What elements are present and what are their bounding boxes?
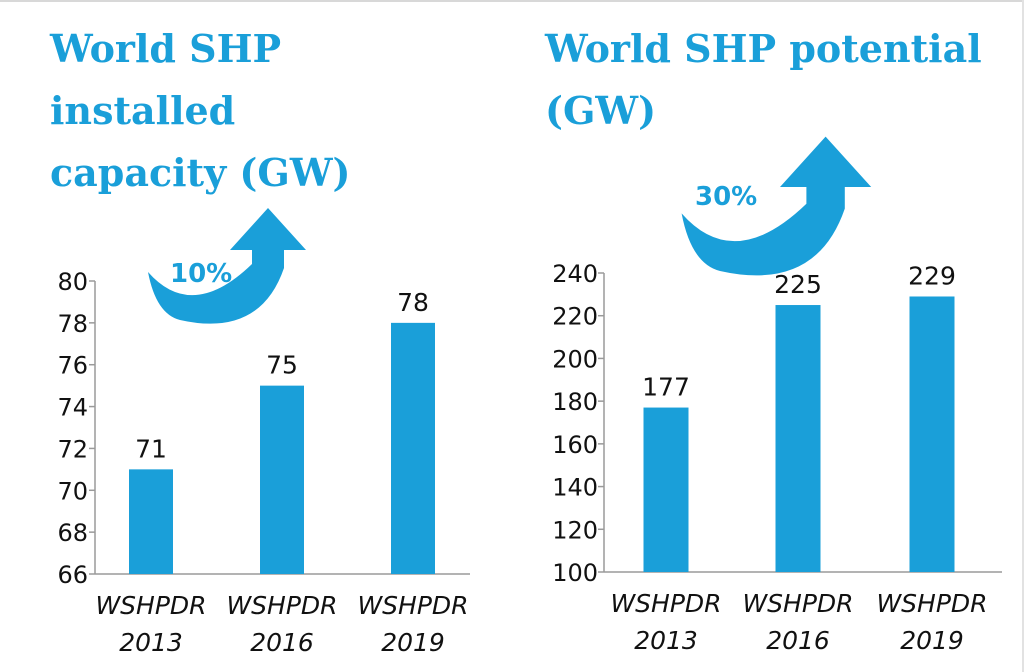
bar-data-label: 78	[397, 288, 429, 317]
x-category-label: 2019	[381, 628, 445, 657]
y-tick-label: 140	[552, 474, 598, 502]
y-tick-label: 120	[552, 516, 598, 544]
y-tick-label: 220	[552, 303, 598, 331]
x-category-label: WSHPDR	[742, 589, 853, 618]
x-category-label: 2013	[634, 626, 698, 655]
bar-data-label: 177	[642, 373, 690, 402]
arrow-shape	[681, 136, 872, 276]
bar-data-label: 71	[135, 434, 167, 463]
y-tick-label: 80	[57, 268, 88, 296]
bar	[643, 407, 689, 572]
bar	[909, 296, 955, 572]
y-tick-label: 68	[57, 519, 88, 547]
x-category-label: WSHPDR	[95, 591, 206, 620]
y-tick-label: 70	[57, 477, 88, 505]
x-category-label: 2019	[900, 626, 964, 655]
x-category-label: 2013	[119, 628, 183, 657]
growth-percentage-label: 10%	[170, 259, 232, 289]
bar	[775, 305, 821, 572]
chart-potential: 30% 100 120 140 160 180 200 220 240 177 WSHPDR 2013…	[552, 136, 1002, 655]
top-border	[0, 0, 1024, 2]
y-tick-label: 200	[552, 345, 598, 373]
arrow-shape	[148, 208, 306, 324]
y-tick-label: 240	[552, 260, 598, 288]
bar	[129, 469, 173, 574]
curved-up-arrow-icon	[148, 208, 306, 324]
y-tick-label: 72	[57, 435, 88, 463]
chart-title-installed-capacity: World SHP installed capacity (GW)	[50, 26, 351, 195]
x-category-label: WSHPDR	[226, 591, 337, 620]
chart-title-potential: World SHP potential (GW)	[545, 26, 982, 133]
curved-up-arrow-icon	[681, 136, 872, 276]
x-category-label: 2016	[766, 626, 830, 655]
y-tick-label: 180	[552, 388, 598, 416]
y-tick-label: 74	[57, 394, 88, 422]
x-category-label: WSHPDR	[876, 589, 987, 618]
right-border	[1022, 0, 1024, 672]
growth-percentage-label: 30%	[695, 182, 757, 212]
y-tick-label: 66	[57, 561, 88, 589]
bar-data-label: 75	[266, 351, 298, 380]
bar	[391, 322, 435, 574]
bar-data-label: 225	[774, 270, 822, 299]
x-category-label: WSHPDR	[357, 591, 468, 620]
y-tick-label: 100	[552, 559, 598, 587]
bar-data-label: 229	[908, 261, 956, 290]
bar	[260, 385, 304, 574]
x-category-label: 2016	[250, 628, 314, 657]
x-category-label: WSHPDR	[610, 589, 721, 618]
y-tick-label: 78	[57, 310, 88, 338]
chart-installed-capacity: 10% 66 68 70 72 74 76 78 80 71 WSHPDR 2013 75 WSHPDR 2…	[57, 208, 470, 657]
y-tick-label: 76	[57, 352, 88, 380]
y-tick-label: 160	[552, 431, 598, 459]
